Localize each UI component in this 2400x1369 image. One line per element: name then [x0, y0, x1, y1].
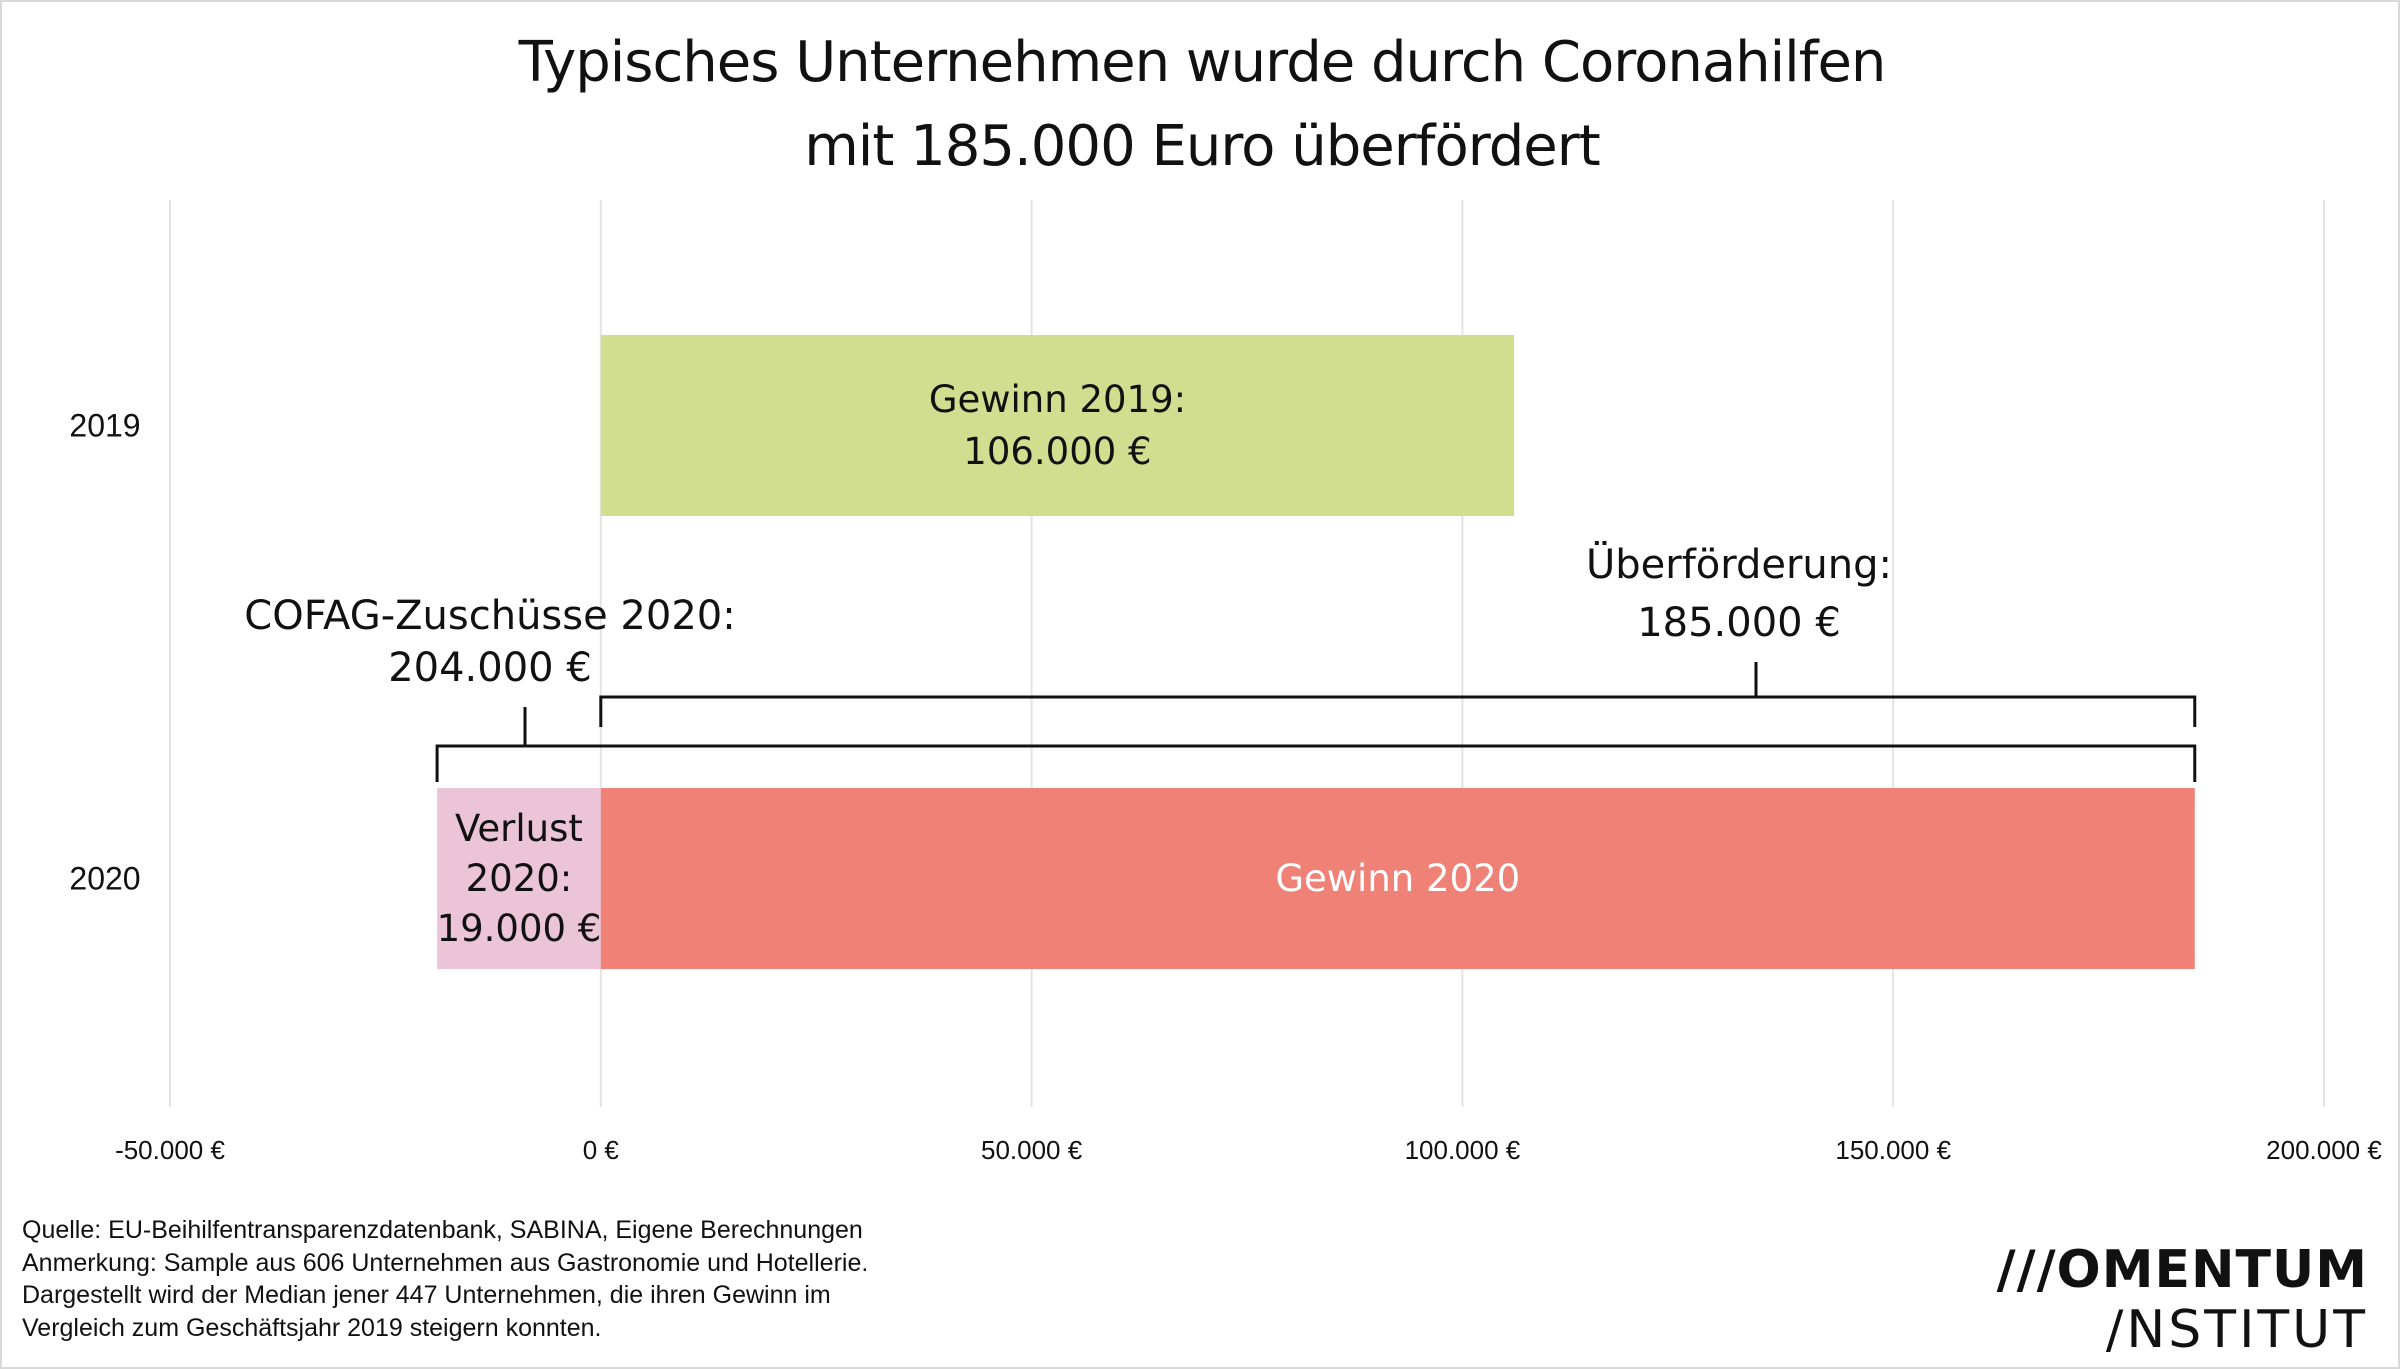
bracket-label-cofag-zuschuesse-line-1: COFAG-Zuschüsse 2020:	[244, 593, 735, 639]
x-tick-label-4: 150.000 €	[1835, 1135, 1951, 1165]
bar-label-verlust-2020-line-1: Verlust	[455, 807, 583, 850]
logo-line-1: ///OMENTUM	[1996, 1240, 2368, 1300]
chart-title-line-2: mit 185.000 Euro überfördert	[804, 114, 1600, 179]
bracket-label-ueberfoerderung-line-1: Überförderung:	[1586, 540, 1892, 588]
bar-verlust-2020	[437, 788, 601, 969]
bar-label-gewinn-2020-line-1: Gewinn 2020	[1275, 857, 1520, 900]
bracket-label-ueberfoerderung-line-2: 185.000 €	[1637, 600, 1841, 646]
bracket-cofag-zuschuesse	[435, 744, 2197, 782]
bar-gewinn-2019	[600, 335, 1515, 516]
x-tick-label-0: -50.000 €	[115, 1135, 225, 1165]
bar-label-verlust-2020-line-2: 2020:	[466, 857, 573, 900]
note-remark: Anmerkung: Sample aus 606 Unternehmen au…	[22, 1248, 869, 1277]
note-median: Dargestellt wird der Median jener 447 Un…	[22, 1281, 831, 1309]
momentum-institut-logo: ///OMENTUM /NSTITUT	[1997, 1240, 2368, 1360]
bar-gewinn-2020	[600, 788, 2195, 969]
bar-label-gewinn-2019-line-2: 106.000 €	[963, 430, 1151, 473]
note-comparison: Vergleich zum Geschäftsjahr 2019 steiger…	[22, 1313, 602, 1342]
bracket-label-cofag-zuschuesse-line-2: 204.000 €	[388, 645, 592, 691]
x-tick-label-3: 100.000 €	[1405, 1135, 1521, 1165]
chart-canvas: -50.000 € 0 € 50.000 € 100.000 € 150.000 € 20…	[69, 200, 2382, 1165]
bracket-ueberfoerderung	[599, 695, 2197, 727]
category-label-2020: 2020	[69, 861, 140, 897]
chart-title-line-1: Typisches Unternehmen wurde durch Corona…	[518, 30, 1887, 95]
note-source: Quelle: EU-Beihilfentransparenzdatenbank…	[22, 1216, 863, 1244]
category-label-2019: 2019	[69, 408, 140, 444]
x-tick-label-5: 200.000 €	[2266, 1135, 2382, 1165]
bar-label-verlust-2020-line-3: 19.000 €	[437, 907, 602, 950]
x-tick-label-1: 0 €	[583, 1135, 620, 1165]
logo-line-2: /NSTITUT	[2105, 1300, 2368, 1360]
bar-label-gewinn-2019-line-1: Gewinn 2019:	[929, 378, 1186, 421]
chart-notes: Quelle: EU-Beihilfentransparenzdatenbank…	[22, 1214, 868, 1344]
x-tick-label-2: 50.000 €	[981, 1135, 1083, 1165]
